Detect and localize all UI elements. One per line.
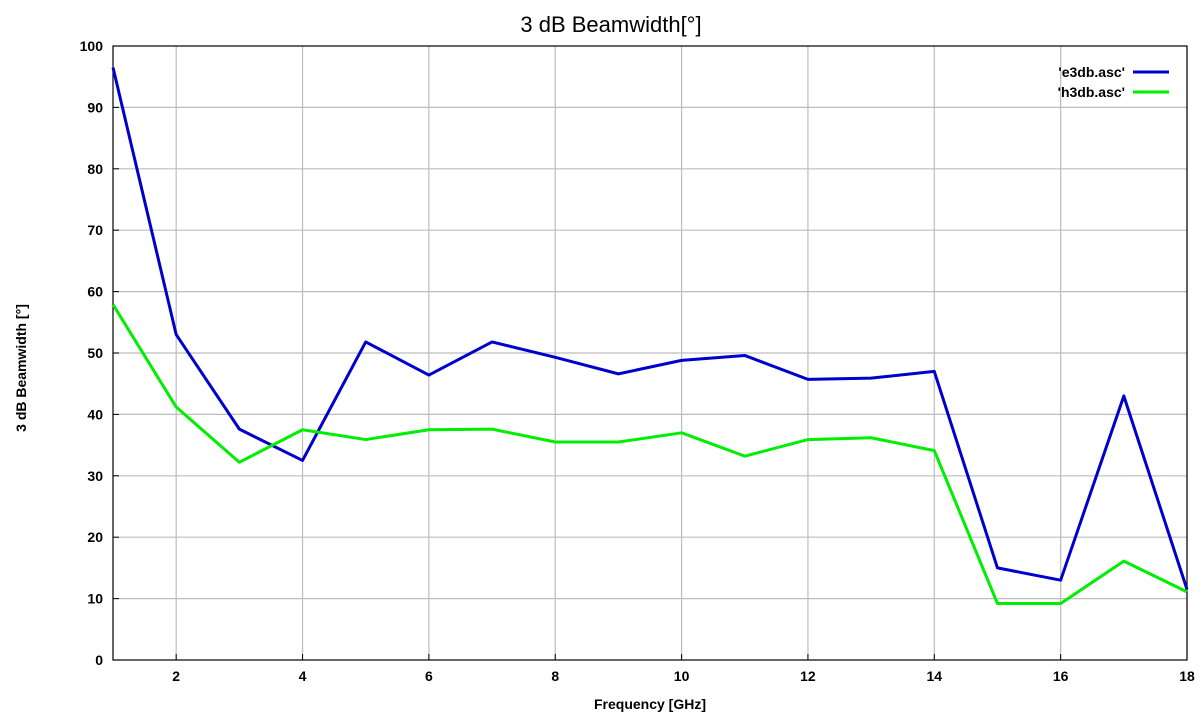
tick-layer: 2 4 6 8 10 12 14 16 18 0 10 20 30 40 50 60 70 80 90 100 bbox=[80, 38, 1195, 684]
y-tick-label: 100 bbox=[80, 38, 104, 54]
y-tick-label: 50 bbox=[87, 345, 103, 361]
series-layer bbox=[111, 67, 1189, 606]
y-tick-label: 40 bbox=[87, 406, 103, 422]
y-tick-label: 20 bbox=[87, 529, 103, 545]
y-tick-label: 70 bbox=[87, 222, 103, 238]
legend-label-2: 'h3db.asc' bbox=[1058, 84, 1125, 100]
x-axis-label: Frequency [GHz] bbox=[594, 696, 706, 712]
legend: 'e3db.asc' 'h3db.asc' bbox=[1058, 64, 1169, 100]
x-tick-label: 10 bbox=[674, 668, 690, 684]
x-tick-label: 8 bbox=[551, 668, 559, 684]
x-tick-label: 2 bbox=[172, 668, 180, 684]
x-tick-label: 12 bbox=[800, 668, 816, 684]
chart-title: 3 dB Beamwidth[°] bbox=[520, 12, 701, 37]
y-tick-label: 90 bbox=[87, 99, 103, 115]
x-tick-label: 14 bbox=[927, 668, 943, 684]
y-tick-label: 10 bbox=[87, 591, 103, 607]
grid-layer bbox=[113, 46, 1188, 660]
y-tick-label: 30 bbox=[87, 468, 103, 484]
x-tick-label: 6 bbox=[425, 668, 433, 684]
x-tick-label: 18 bbox=[1179, 668, 1195, 684]
y-tick-label: 80 bbox=[87, 161, 103, 177]
x-tick-label: 16 bbox=[1053, 668, 1069, 684]
x-tick-label: 4 bbox=[299, 668, 307, 684]
legend-label-1: 'e3db.asc' bbox=[1058, 64, 1125, 80]
y-tick-label: 0 bbox=[95, 652, 103, 668]
series-line-1 bbox=[111, 67, 1189, 590]
y-tick-label: 60 bbox=[87, 284, 103, 300]
y-axis-label: 3 dB Beamwidth [°] bbox=[13, 304, 29, 432]
series-line-2 bbox=[111, 303, 1188, 606]
